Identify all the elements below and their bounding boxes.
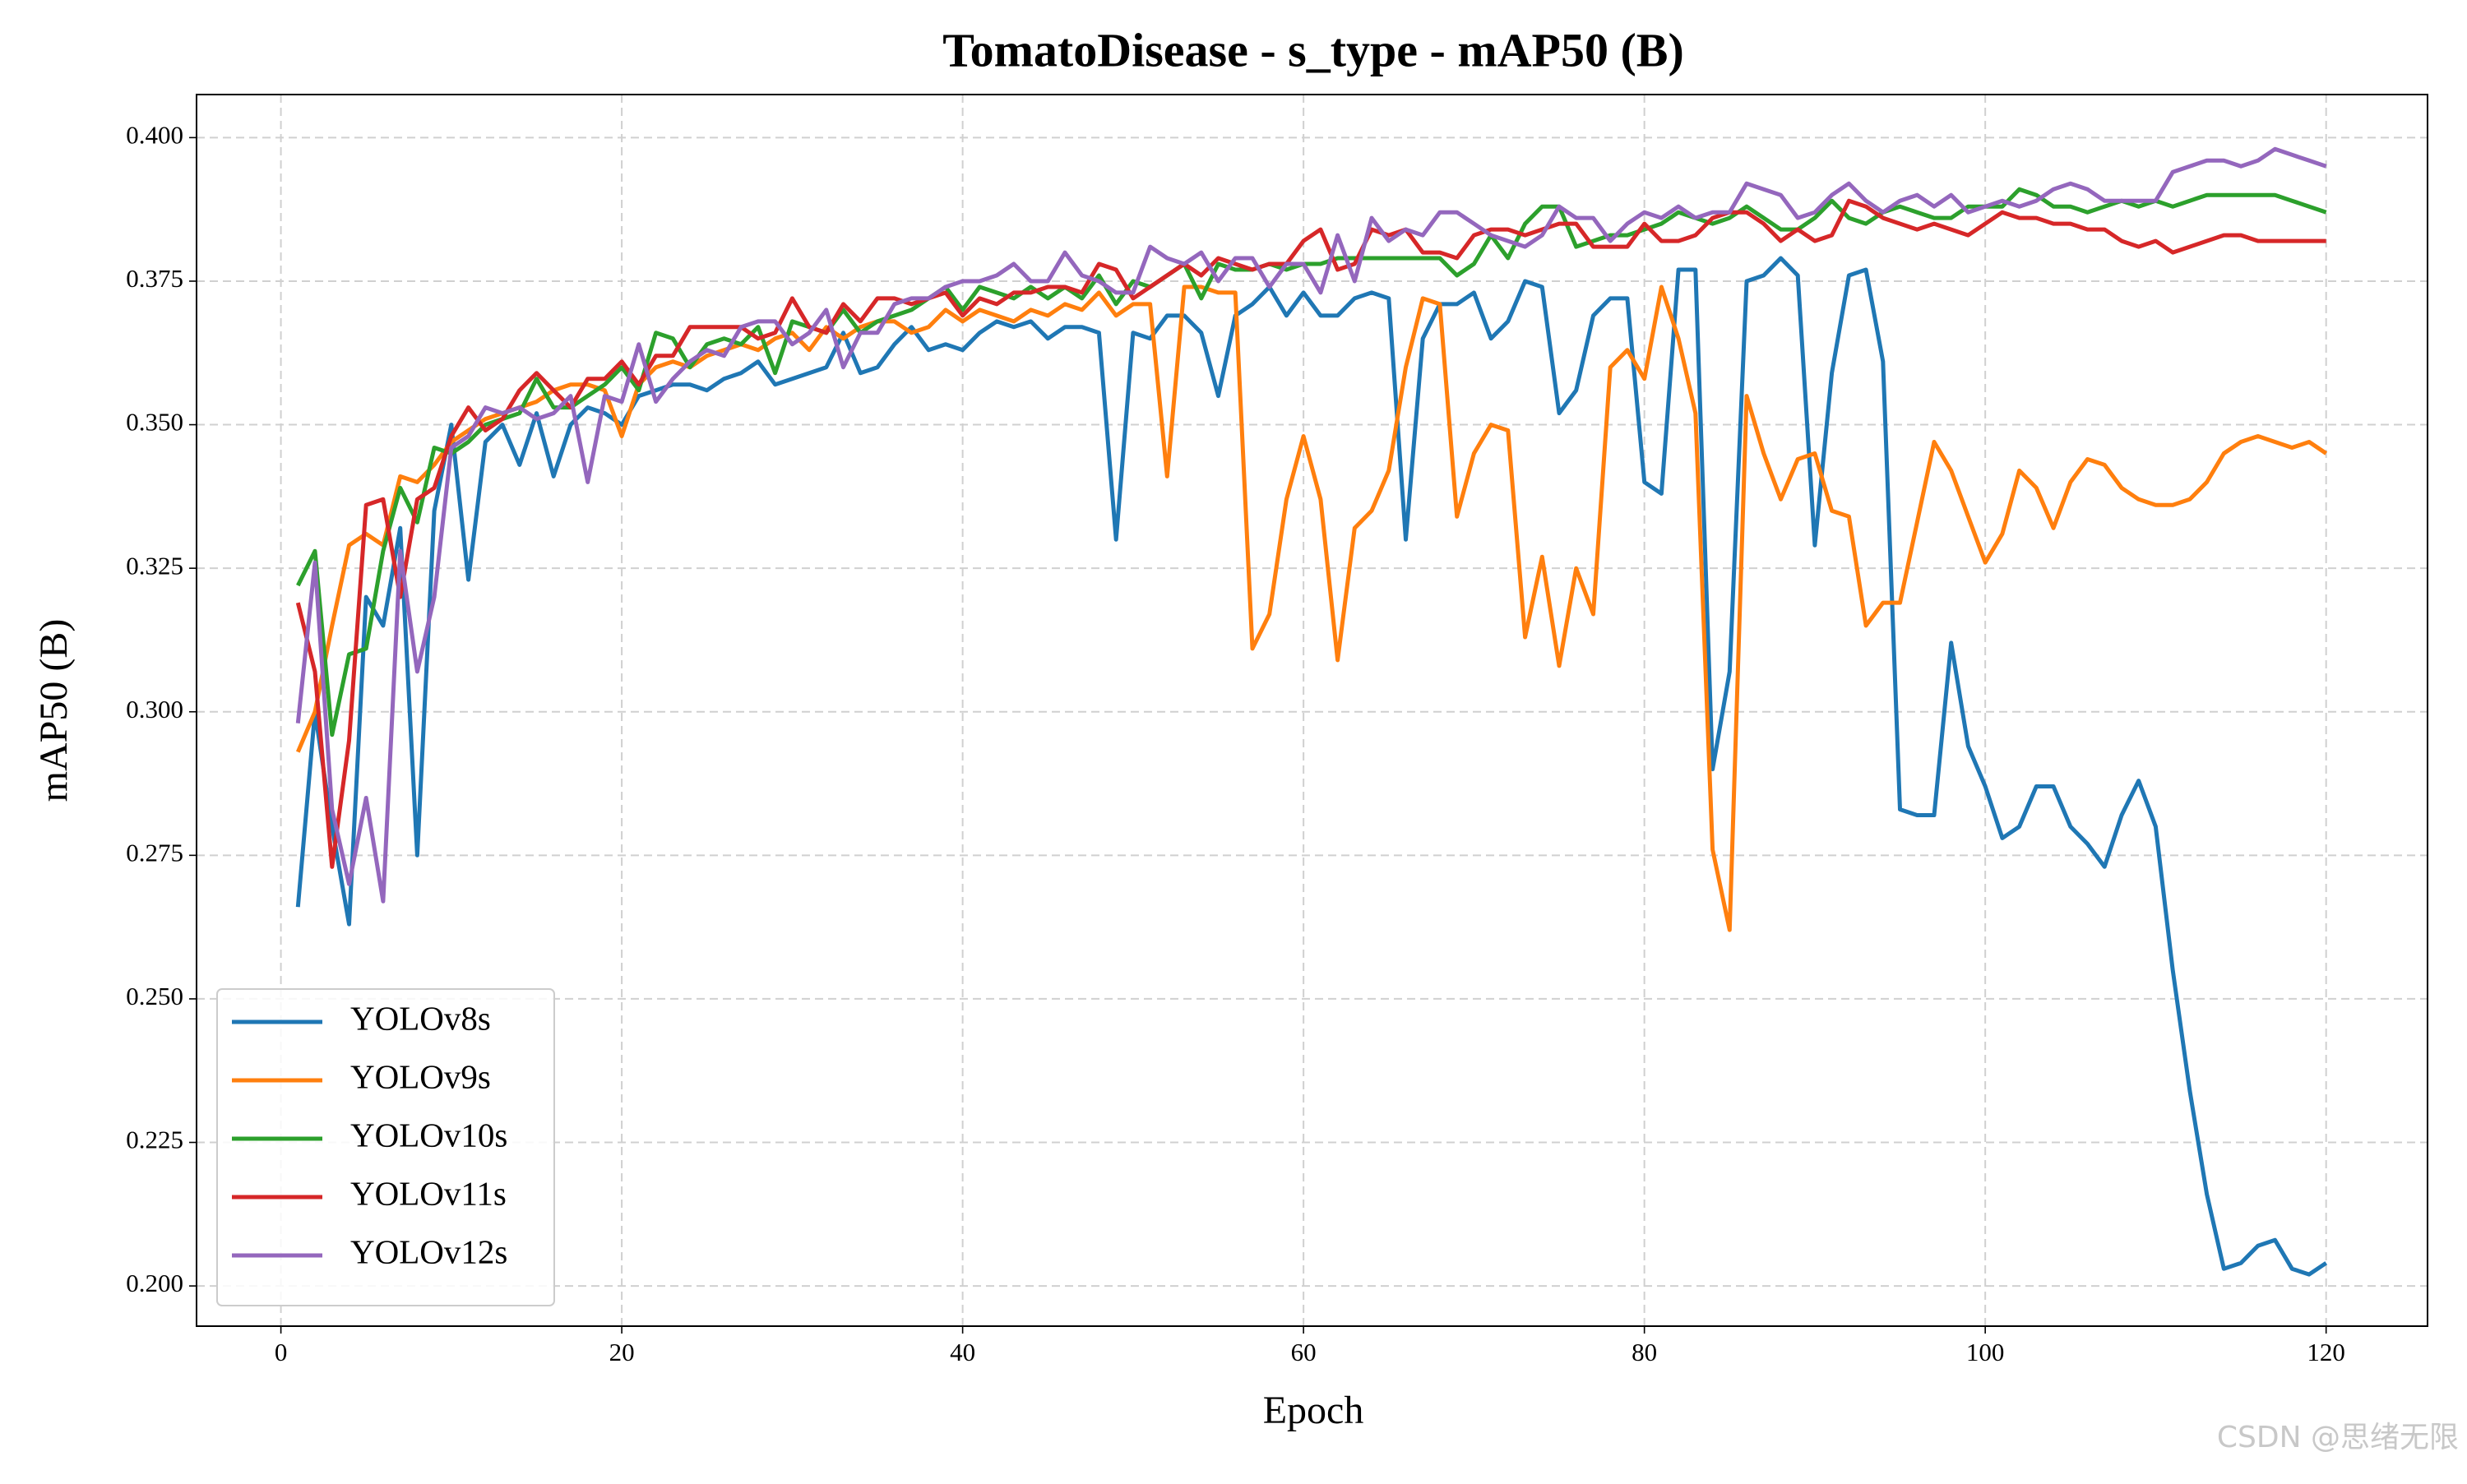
x-tick-label: 0 (275, 1338, 288, 1366)
x-tick-label: 60 (1291, 1338, 1317, 1366)
x-tick-label: 100 (1966, 1338, 2005, 1366)
chart-title: TomatoDisease - s_type - mAP50 (B) (942, 23, 1684, 76)
x-tick-label: 20 (609, 1338, 635, 1366)
y-tick-label: 0.300 (126, 695, 183, 724)
y-tick-label: 0.225 (126, 1126, 183, 1154)
x-axis-label: Epoch (1263, 1389, 1364, 1432)
plot-frame (196, 94, 2428, 1327)
legend-label: YOLOv12s (350, 1232, 507, 1270)
y-axis-label: mAP50 (B) (32, 619, 76, 802)
legend-label: YOLOv8s (350, 999, 491, 1037)
legend-label: YOLOv9s (350, 1057, 491, 1095)
watermark: CSDN @思绪无限 (2217, 1421, 2459, 1454)
y-tick-label: 0.350 (126, 408, 183, 437)
y-tick-label: 0.275 (126, 838, 183, 867)
data-line (295, 198, 2326, 869)
y-tick-label: 0.375 (126, 264, 183, 293)
y-tick-label: 0.200 (126, 1269, 183, 1297)
y-tick-label: 0.400 (126, 120, 183, 149)
legend-label: YOLOv11s (350, 1174, 507, 1212)
data-line (295, 256, 2328, 1277)
x-tick-label: 80 (1632, 1338, 1657, 1366)
legend-label: YOLOv10s (350, 1116, 507, 1153)
y-tick-label: 0.250 (126, 982, 183, 1010)
legend-box (216, 988, 555, 1306)
y-tick-label: 0.325 (126, 551, 183, 580)
data-line (295, 284, 2328, 932)
x-tick-label: 40 (950, 1338, 975, 1366)
x-tick-label: 120 (2307, 1338, 2345, 1366)
data-line (295, 146, 2327, 904)
